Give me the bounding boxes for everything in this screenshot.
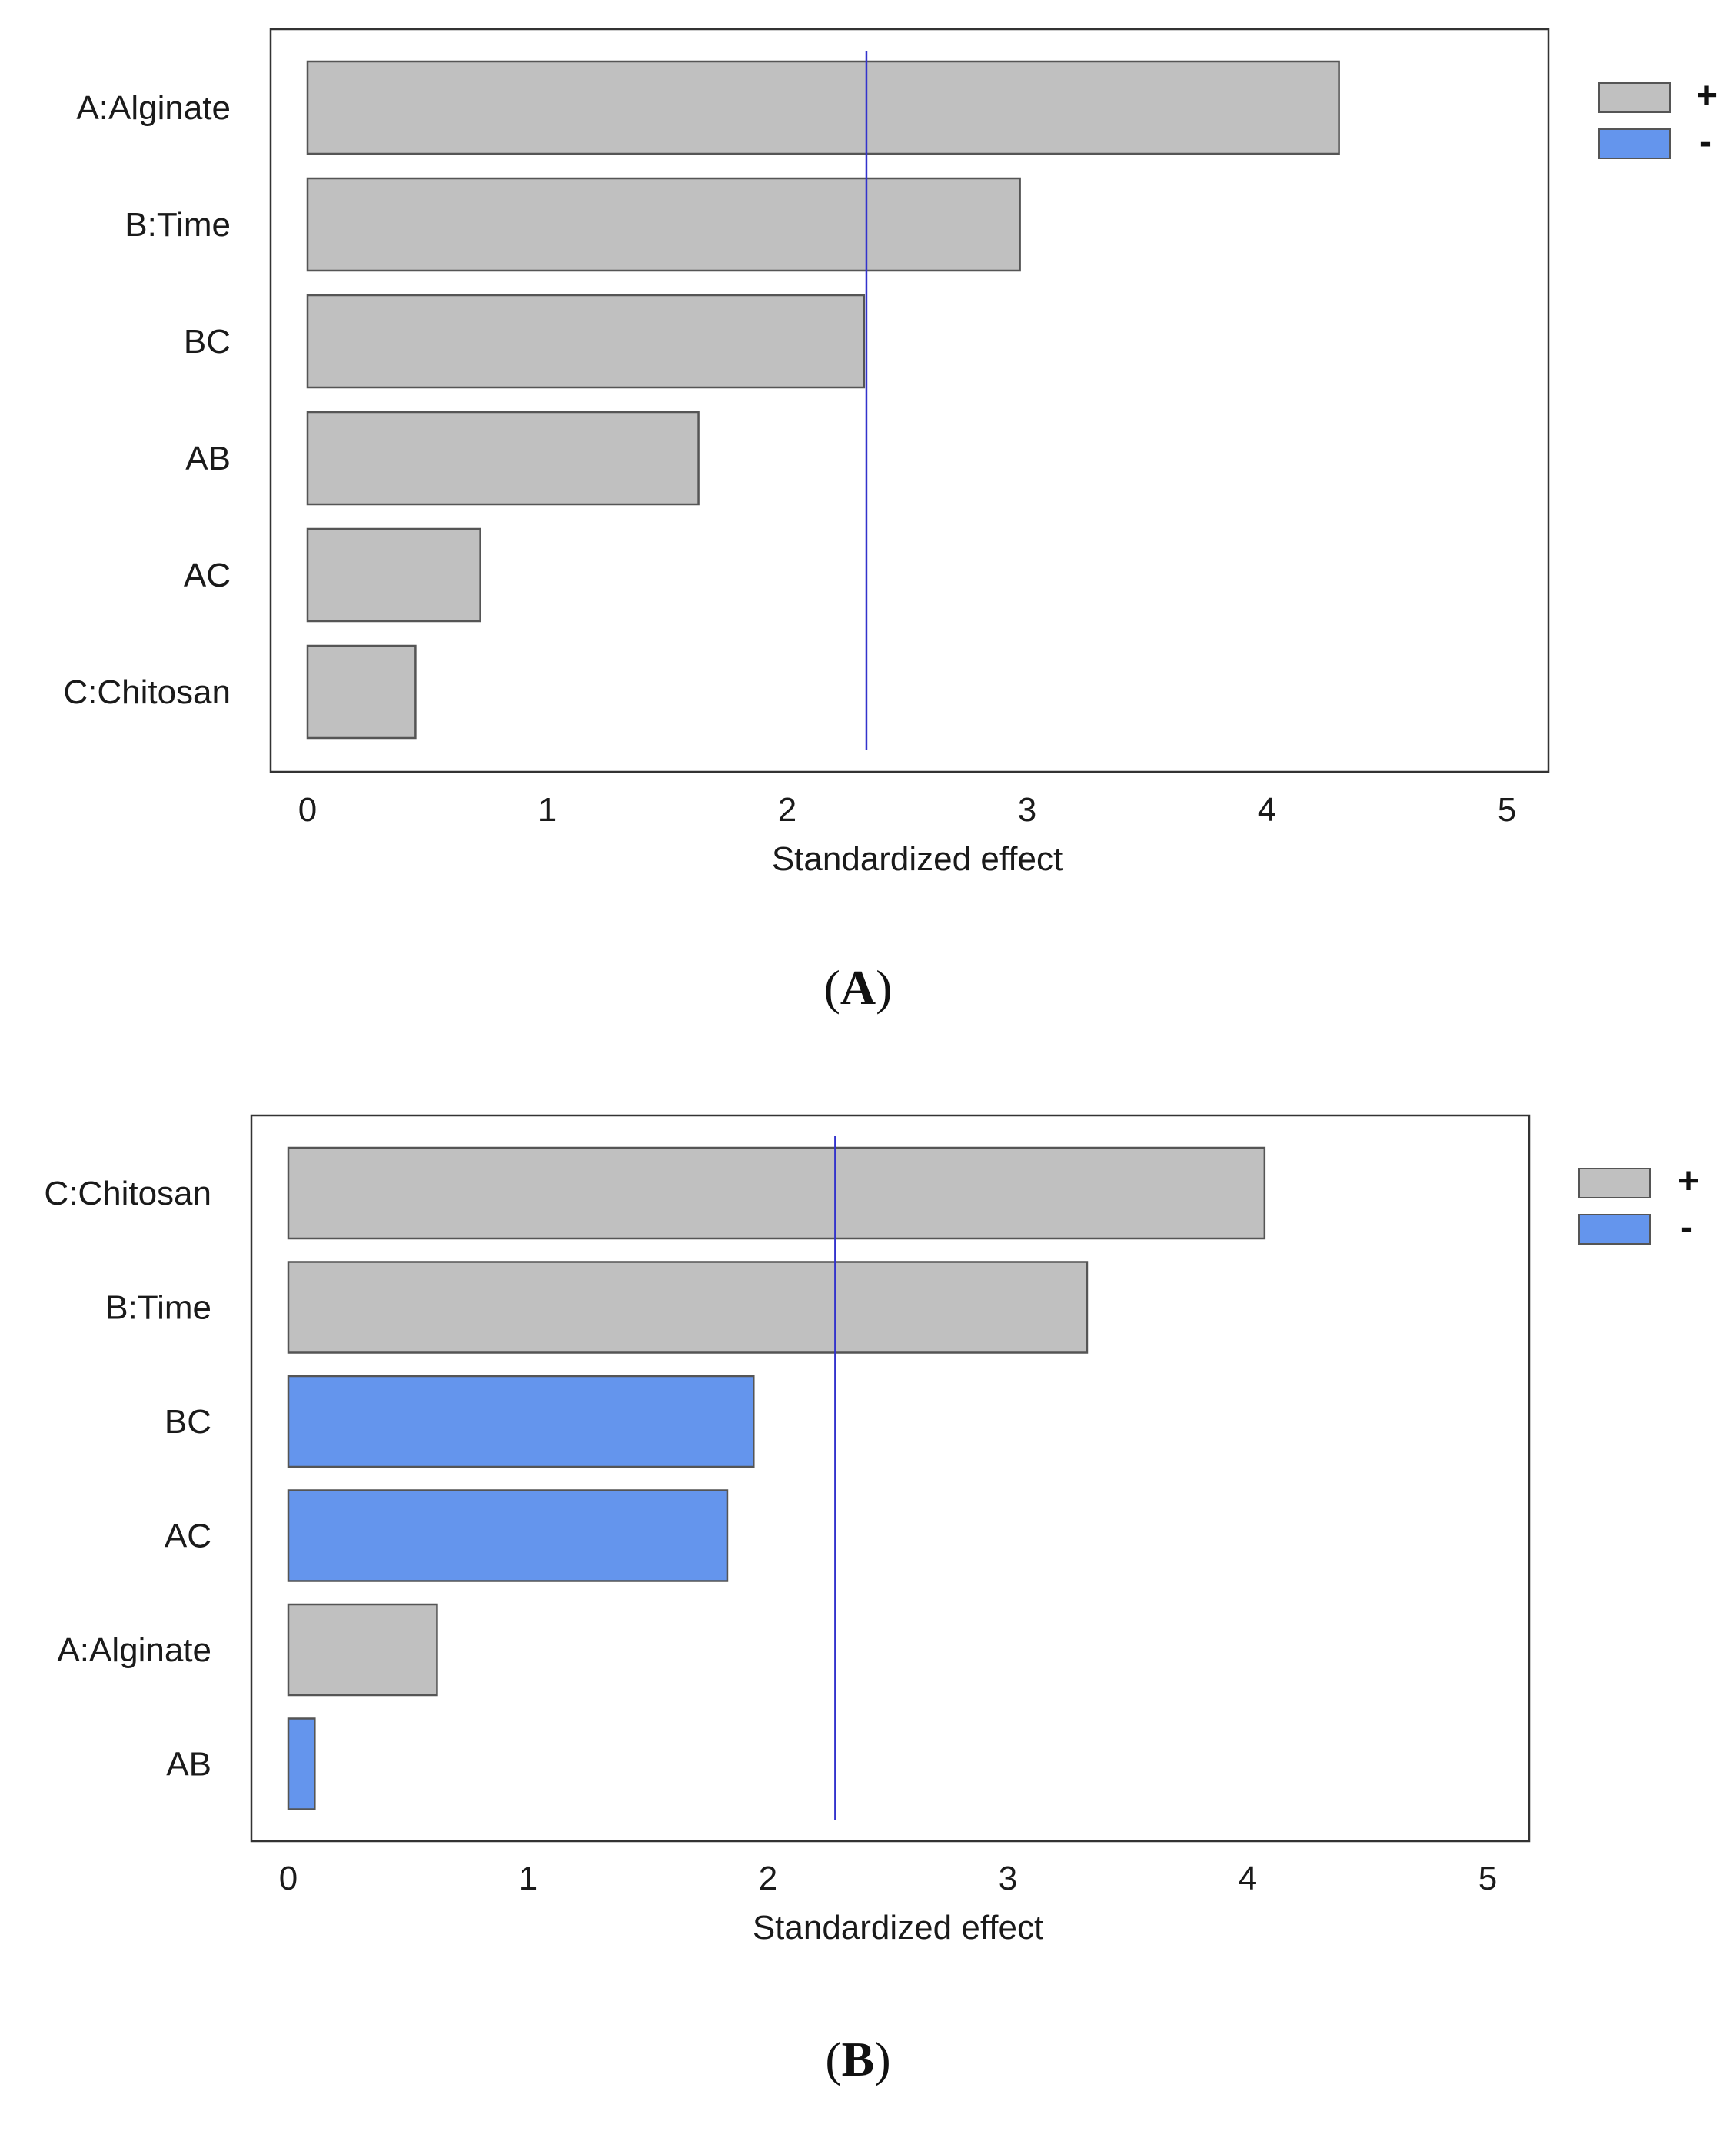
panel-b-category-label: BC xyxy=(165,1403,211,1441)
panel-b-chart: C:Chitosan B:Time BC AC A:Alginate AB 0 1 2 3 4 5 St… xyxy=(44,1114,1699,2086)
panel-a-chart: A:Alginate B:Time BC AB AC C:Chitosan 0 1 2 3 4 5 St… xyxy=(63,28,1718,1015)
panel-b-bar-c-chitosan xyxy=(287,1146,1266,1240)
panel-a-x-tick-label: 2 xyxy=(778,791,796,829)
panel-b-legend-positive-label: + xyxy=(1678,1161,1699,1202)
panel-b-x-tick-label: 1 xyxy=(519,1860,537,1897)
panel-a-bar-a-alginate xyxy=(306,60,1340,155)
panel-a-bar-b-time xyxy=(306,177,1021,272)
panel-a-category-label: B:Time xyxy=(125,206,231,244)
panel-a-x-tick-label: 4 xyxy=(1258,791,1276,829)
panel-a-caption-open-paren: ( xyxy=(824,960,840,1015)
panel-b-x-tick-label: 5 xyxy=(1478,1860,1497,1897)
panel-b-x-tick-label: 3 xyxy=(999,1860,1017,1897)
panel-b-category-label: A:Alginate xyxy=(57,1631,211,1669)
panel-b-x-axis-title: Standardized effect xyxy=(753,1909,1043,1946)
panel-a-bar-ab xyxy=(306,411,700,506)
panel-b-bar-bc xyxy=(287,1375,755,1468)
panel-a-category-label: BC xyxy=(184,323,231,361)
panel-a-legend-positive-label: + xyxy=(1696,75,1718,116)
panel-b-category-label: AB xyxy=(166,1746,211,1784)
panel-b-legend-positive-swatch xyxy=(1578,1168,1651,1198)
panel-b-caption-open-paren: ( xyxy=(825,2032,841,2086)
panel-b-bar-ac xyxy=(287,1489,729,1582)
panel-a-category-label: A:Alginate xyxy=(76,89,231,127)
panel-b-x-tick-label: 0 xyxy=(279,1860,298,1897)
panel-b-category-label: AC xyxy=(165,1518,211,1555)
panel-a-x-tick-label: 1 xyxy=(538,791,557,829)
panel-a-x-tick-label: 5 xyxy=(1498,791,1516,829)
panel-a-legend-negative-label: - xyxy=(1699,121,1711,162)
panel-a-bar-bc xyxy=(306,294,866,389)
panel-b-caption-letter: B xyxy=(842,2032,875,2086)
panel-a-category-label: AC xyxy=(184,557,231,594)
panel-b-bar-ab xyxy=(287,1717,316,1810)
panel-b-x-tick-label: 4 xyxy=(1239,1860,1257,1897)
panel-a-category-label: AB xyxy=(185,440,231,477)
panel-b-x-tick-label: 2 xyxy=(759,1860,777,1897)
panel-a-caption-close-paren: ) xyxy=(876,960,892,1015)
panel-b-category-label: B:Time xyxy=(105,1289,211,1327)
panel-b-legend-negative-label: - xyxy=(1681,1207,1693,1248)
panel-a-x-tick-label: 0 xyxy=(298,791,317,829)
panel-b-legend-negative-swatch xyxy=(1578,1214,1651,1245)
panel-b-caption: (B) xyxy=(825,2032,890,2086)
panel-a-bar-ac xyxy=(306,527,481,623)
panel-a-x-tick-label: 3 xyxy=(1018,791,1036,829)
panel-b-bar-a-alginate xyxy=(287,1603,438,1697)
panel-a-legend-positive-swatch xyxy=(1598,82,1671,113)
panel-a-x-axis-title: Standardized effect xyxy=(772,840,1063,878)
panel-b-bar-b-time xyxy=(287,1261,1089,1354)
panel-a-category-label: C:Chitosan xyxy=(63,673,231,711)
panel-b-caption-close-paren: ) xyxy=(874,2032,890,2086)
panel-a-legend-negative-swatch xyxy=(1598,128,1671,159)
panel-a-caption: (A) xyxy=(824,960,893,1015)
panel-b-category-label: C:Chitosan xyxy=(44,1175,211,1212)
panel-a-bar-c-chitosan xyxy=(306,644,417,740)
panel-a-caption-letter: A xyxy=(840,960,876,1015)
